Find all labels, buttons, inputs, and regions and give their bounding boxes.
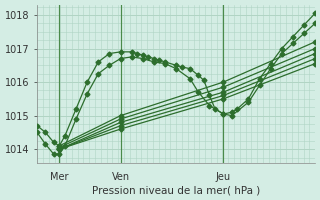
X-axis label: Pression niveau de la mer( hPa ): Pression niveau de la mer( hPa ) [92, 185, 260, 195]
